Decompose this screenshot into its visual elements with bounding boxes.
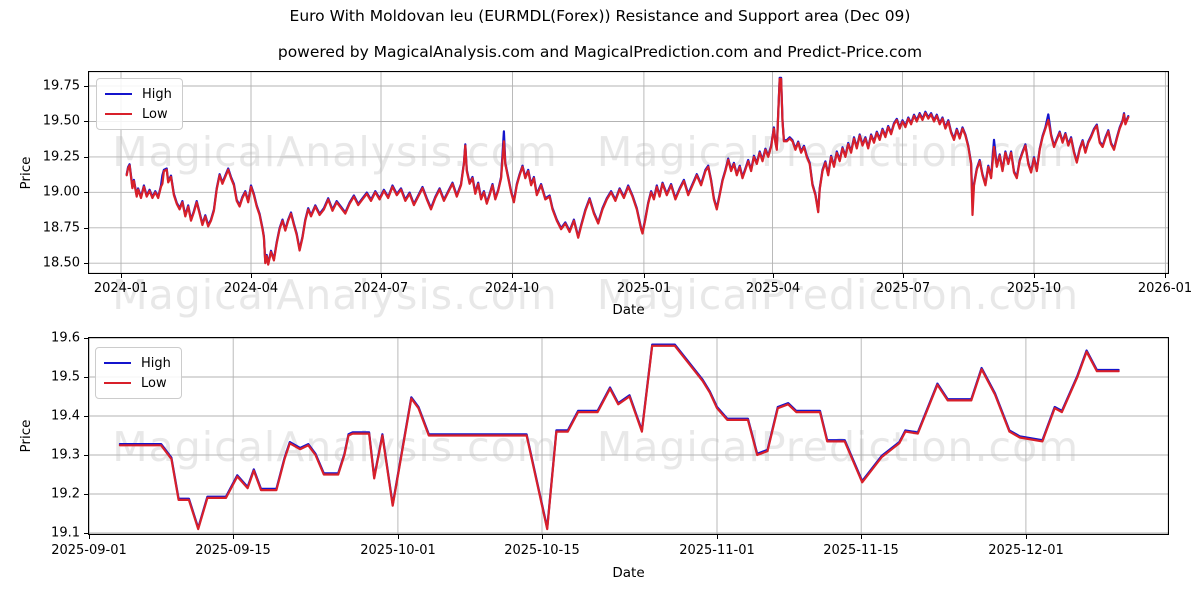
y-tick-label: 19.3 [51,447,80,463]
x-tick-mark [89,535,90,539]
watermark-text: MagicalPrediction.com [596,423,1080,471]
y-tick-label: 19.2 [51,486,80,502]
legend-label: Low [142,106,168,122]
low-line [118,344,1120,531]
x-tick-label: 2024-10 [484,281,540,296]
y-tick-mark [84,86,88,87]
x-tick-label: 2025-12-01 [988,543,1064,558]
x-tick-mark [861,535,862,539]
x-tick-label: 2025-11-01 [679,543,755,558]
low-legend-line-sample [105,113,132,115]
y-tick-mark [84,192,88,193]
x-tick-mark [121,274,122,278]
high-line [118,343,1120,529]
legend-entry-low: Low [104,373,171,393]
chart-subtitle: powered by MagicalAnalysis.com and Magic… [277,43,923,61]
x-tick-label: 2025-10-01 [360,543,436,558]
y-tick-label: 19.1 [51,525,80,541]
legend-label: High [141,355,171,371]
legend-label: Low [141,375,167,391]
y-axis-label: Price [18,156,34,189]
x-tick-mark [717,535,718,539]
x-tick-mark [1165,274,1166,278]
y-tick-label: 19.5 [51,369,80,385]
watermark-text: MagicalAnalysis.com [112,128,558,176]
high-legend-line-sample [105,93,132,95]
legend-entry-high: High [105,84,172,104]
plot-area-bottom [88,337,1169,535]
x-axis-label: Date [612,565,645,581]
x-tick-mark [903,274,904,278]
y-tick-mark [84,494,88,495]
x-tick-mark [233,535,234,539]
y-tick-label: 18.75 [42,220,80,236]
y-tick-label: 19.4 [51,408,80,424]
y-tick-mark [84,416,88,417]
y-tick-mark [84,121,88,122]
axes-border [88,71,1169,274]
x-tick-label: 2024-01 [93,281,149,296]
x-tick-mark [1034,274,1035,278]
y-tick-mark [84,338,88,339]
y-tick-mark [84,228,88,229]
y-tick-mark [84,377,88,378]
x-tick-label: 2025-01 [616,281,672,296]
legend-entry-low: Low [105,104,172,124]
x-tick-label: 2025-09-01 [51,543,127,558]
watermark-text: MagicalPrediction.com [596,271,1080,319]
high-line [125,76,1130,265]
x-tick-mark [1026,535,1027,539]
x-tick-mark [398,535,399,539]
x-tick-label: 2026-01 [1137,281,1193,296]
legend: High Low [95,347,182,399]
y-axis-label: Price [18,419,34,453]
legend: High Low [96,78,183,130]
x-tick-label: 2025-10-15 [504,543,580,558]
x-tick-label: 2025-09-15 [195,543,271,558]
y-tick-label: 19.75 [42,78,80,94]
y-tick-label: 18.50 [42,255,80,271]
watermark-text: MagicalAnalysis.com [112,423,558,471]
x-tick-label: 2024-04 [223,281,279,296]
plot-area-top [88,71,1169,274]
chart-title: Euro With Moldovan leu (EURMDL(Forex)) R… [289,7,911,25]
x-tick-mark [644,274,645,278]
x-tick-mark [512,274,513,278]
low-line [125,77,1130,266]
x-tick-label: 2025-11-15 [823,543,899,558]
y-tick-mark [84,533,88,534]
watermark-text: MagicalAnalysis.com [112,271,558,319]
low-legend-line-sample [104,382,131,384]
y-tick-mark [84,455,88,456]
axes-border [88,337,1169,535]
y-tick-label: 19.00 [42,184,80,200]
y-tick-label: 19.25 [42,149,80,165]
y-tick-mark [84,157,88,158]
x-tick-label: 2024-07 [353,281,409,296]
y-tick-label: 19.50 [42,113,80,129]
x-tick-mark [773,274,774,278]
x-tick-mark [381,274,382,278]
x-tick-mark [251,274,252,278]
y-tick-mark [84,263,88,264]
x-tick-label: 2025-10 [1006,281,1062,296]
x-tick-label: 2025-04 [745,281,801,296]
high-legend-line-sample [104,362,131,364]
y-tick-label: 19.6 [51,330,80,346]
x-axis-label: Date [612,302,645,318]
legend-label: High [142,86,172,102]
x-tick-label: 2025-07 [875,281,931,296]
legend-entry-high: High [104,353,171,373]
x-tick-mark [542,535,543,539]
